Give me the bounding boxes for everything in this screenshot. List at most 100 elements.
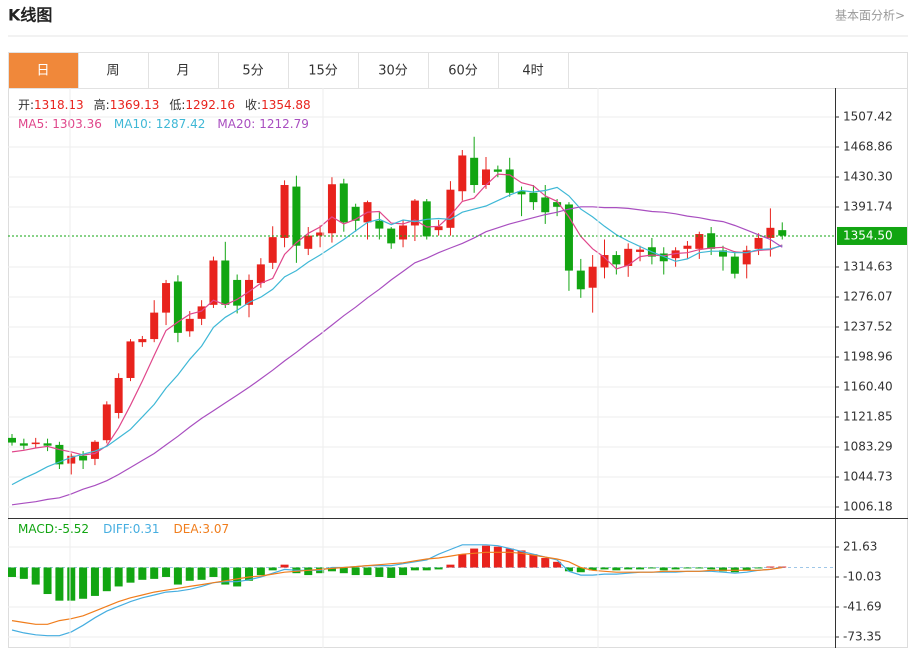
tab[interactable] [78, 52, 149, 89]
macd-bar [624, 567, 633, 570]
macd-bar [114, 567, 123, 587]
macd-bar [375, 567, 384, 577]
macd-bar [19, 567, 28, 579]
macd-bar [529, 554, 538, 568]
indicator-line [11, 206, 783, 506]
candle-body [482, 169, 490, 186]
candle-body [339, 183, 348, 223]
y-tick-label: 1430.30 [843, 170, 893, 184]
macd-bar [636, 567, 645, 570]
candle-body [446, 189, 455, 228]
tab-label[interactable]: 周 [106, 64, 119, 79]
tab[interactable] [428, 52, 499, 89]
macd-bar [268, 567, 277, 571]
candle-body [304, 235, 313, 249]
candle-body [221, 260, 230, 305]
macd-bar [470, 548, 479, 568]
macd-bar [67, 567, 76, 601]
candle-body [600, 255, 609, 268]
candle-body [434, 226, 443, 231]
macd-bar [209, 567, 218, 577]
candle-body [79, 455, 88, 461]
candle-body [624, 248, 633, 266]
candle-body [564, 204, 573, 271]
ohlc-value: 1292.16 [185, 98, 235, 112]
candle-body [458, 155, 467, 192]
tab-label[interactable]: 月 [176, 64, 189, 79]
macd-bar [659, 567, 668, 571]
macd-bar [719, 567, 727, 572]
fundamental-link[interactable]: 基本面分析> [835, 9, 905, 23]
macd-bar [351, 567, 360, 576]
macd-bar [387, 567, 396, 578]
macd-bar [446, 564, 455, 568]
macd-bar [517, 550, 526, 568]
macd-bar [150, 567, 159, 579]
macd-bar [742, 567, 751, 571]
macd-bar [493, 546, 502, 568]
tab[interactable] [148, 52, 219, 89]
ohlc-label: 收: [245, 98, 261, 112]
candle-body [671, 250, 680, 259]
candle-body [19, 443, 28, 446]
legend-value: -5.52 [58, 522, 89, 536]
macd-bar [245, 567, 253, 581]
legend-value: 0.31 [133, 522, 160, 536]
tab[interactable] [218, 52, 289, 89]
ohlc-label: 低: [169, 98, 185, 112]
legend-name: MACD: [18, 522, 58, 536]
macd-bar [588, 567, 597, 571]
tab-label[interactable]: 5分 [242, 64, 263, 79]
candle-body [719, 250, 727, 257]
ma-legend: MA5: 1303.36 MA10: 1287.42 MA20: 1212.79 [18, 117, 309, 131]
candle-body [256, 264, 265, 284]
tab-label[interactable]: 15分 [308, 64, 338, 79]
macd-bar [434, 567, 443, 570]
ohlc-label: 开: [18, 98, 34, 112]
legend-value: 1303.36 [52, 117, 102, 131]
candle-body [67, 455, 76, 464]
y-tick-label: 1314.63 [843, 260, 893, 274]
candle-body [695, 234, 704, 249]
macd-bar [197, 567, 206, 580]
macd-bar [185, 567, 194, 581]
macd-bar [327, 567, 336, 572]
tab[interactable] [498, 52, 569, 89]
candle-body [43, 443, 52, 446]
tab[interactable] [358, 52, 429, 89]
tab-label[interactable]: 4时 [522, 64, 543, 79]
tab-label[interactable]: 30分 [378, 64, 408, 79]
macd-bar [399, 567, 408, 576]
tab-label[interactable]: 60分 [448, 64, 478, 79]
candle-body [387, 228, 396, 244]
indicator-line [11, 173, 783, 456]
candle-body [766, 227, 775, 238]
legend-name: MA20: [217, 117, 255, 131]
macd-bar [683, 567, 692, 569]
macd-bar [647, 567, 656, 569]
tab-label[interactable]: 日 [36, 64, 49, 79]
candle-body [612, 255, 621, 265]
y-tick-label: 1121.85 [843, 409, 893, 423]
macd-bar [8, 567, 16, 577]
candle-body [268, 237, 277, 263]
macd-bar [126, 567, 135, 583]
legend-value: 1287.42 [156, 117, 206, 131]
last-price-box [837, 226, 907, 245]
page-title: K线图 [8, 6, 52, 25]
price-panel: 1507.42 1468.86 1430.30 1391.74 1314.63 1276.… [8, 97, 907, 513]
candle-body [588, 266, 597, 288]
legend-name: DIFF: [103, 522, 133, 536]
legend-value: 1212.79 [259, 117, 309, 131]
y-tick-label: 1198.96 [843, 350, 893, 364]
candle-body [31, 442, 40, 445]
candle-body [102, 404, 111, 441]
macd-bar [55, 567, 64, 601]
candle-body [529, 192, 538, 203]
candle-body [505, 169, 514, 193]
tab[interactable] [8, 52, 79, 89]
macd-bar [564, 567, 573, 572]
macd-bar [233, 567, 242, 587]
y-tick-label: 1507.42 [843, 109, 893, 123]
last-price-label: 1354.50 [843, 228, 893, 242]
